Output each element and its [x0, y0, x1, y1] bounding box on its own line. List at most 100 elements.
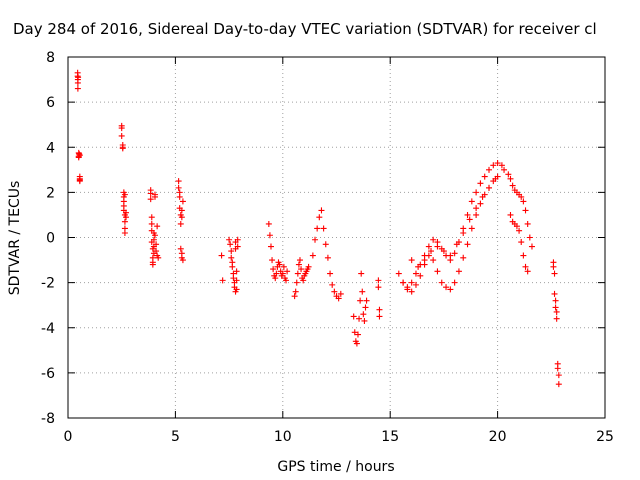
data-point: [425, 252, 432, 259]
data-point: [149, 261, 156, 268]
x-axis: 0 5 10 15 20 25: [64, 57, 614, 445]
data-point: [518, 239, 525, 246]
y-tick-label: -2: [41, 276, 55, 292]
y-tick-label: -8: [41, 411, 55, 427]
data-point: [473, 211, 480, 218]
data-point: [320, 225, 327, 232]
data-point: [269, 257, 276, 264]
data-point: [376, 313, 383, 320]
data-point: [228, 248, 235, 255]
data-point: [522, 263, 529, 270]
data-point: [553, 315, 560, 322]
data-point: [309, 252, 316, 259]
data-point: [376, 306, 383, 313]
data-point: [443, 284, 450, 291]
data-point: [318, 207, 325, 214]
data-point: [266, 232, 273, 239]
x-tick-label: 15: [381, 429, 399, 445]
data-point: [553, 308, 560, 315]
data-point: [408, 257, 415, 264]
data-point: [276, 261, 283, 268]
data-point: [498, 162, 505, 169]
data-point: [460, 254, 467, 261]
data-point: [520, 252, 527, 259]
data-point: [507, 211, 514, 218]
data-point: [350, 313, 357, 320]
data-point: [272, 275, 279, 282]
data-point: [524, 268, 531, 275]
x-axis-label: GPS time / hours: [277, 459, 394, 475]
data-point: [284, 268, 291, 275]
data-point: [178, 214, 185, 221]
y-tick-label: -6: [41, 366, 55, 382]
data-point: [300, 277, 307, 284]
data-point: [283, 277, 290, 284]
data-point: [513, 223, 520, 230]
data-point: [430, 257, 437, 264]
data-point: [468, 198, 475, 205]
data-point: [509, 182, 516, 189]
data-point: [322, 241, 329, 248]
y-tick-label: 0: [46, 231, 55, 247]
data-point: [447, 286, 454, 293]
data-point: [358, 270, 365, 277]
data-point: [150, 236, 157, 243]
data-point: [270, 266, 277, 273]
data-point: [298, 266, 305, 273]
data-point: [425, 243, 432, 250]
data-point: [555, 372, 562, 379]
data-point: [233, 268, 240, 275]
data-point: [473, 205, 480, 212]
data-point: [492, 175, 499, 182]
data-point: [153, 241, 160, 248]
data-point: [147, 196, 154, 203]
data-point: [74, 85, 81, 92]
data-point: [279, 270, 286, 277]
data-point: [118, 132, 125, 139]
data-point: [400, 279, 407, 286]
data-point: [179, 257, 186, 264]
data-point: [153, 248, 160, 255]
data-point: [148, 214, 155, 221]
data-point: [438, 279, 445, 286]
data-point: [524, 220, 531, 227]
data-point: [293, 279, 300, 286]
data-point: [314, 225, 321, 232]
data-point: [490, 162, 497, 169]
data-point: [486, 184, 493, 191]
data-point: [121, 191, 128, 198]
y-axis-label: SDTVAR / TECUs: [7, 181, 23, 296]
data-point: [408, 279, 415, 286]
data-point: [226, 236, 233, 243]
data-point: [434, 268, 441, 275]
data-point: [526, 234, 533, 241]
data-point: [312, 236, 319, 243]
data-point: [550, 263, 557, 270]
data-point: [337, 290, 344, 297]
data-point: [552, 304, 559, 311]
data-point: [295, 261, 302, 268]
data-point: [486, 166, 493, 173]
data-point: [118, 125, 125, 132]
data-point: [551, 290, 558, 297]
data-point: [417, 272, 424, 279]
data-point: [296, 257, 303, 264]
plot-frame: [67, 56, 606, 419]
data-point: [466, 216, 473, 223]
data-point: [122, 214, 129, 221]
data-point: [177, 220, 184, 227]
data-point: [359, 288, 366, 295]
data-point: [218, 252, 225, 259]
data-point: [148, 220, 155, 227]
data-point: [121, 229, 128, 236]
x-tick-label: 10: [274, 429, 292, 445]
data-point: [494, 160, 501, 167]
data-point: [434, 243, 441, 250]
y-tick-label: 8: [46, 50, 55, 66]
data-point: [265, 220, 272, 227]
data-point: [551, 270, 558, 277]
data-point: [505, 171, 512, 178]
data-point: [477, 200, 484, 207]
data-point: [357, 297, 364, 304]
